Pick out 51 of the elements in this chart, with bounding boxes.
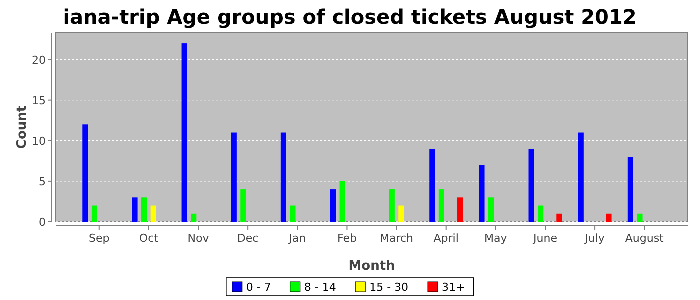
x-tick-label: Oct <box>139 232 160 245</box>
x-tick-label: Dec <box>237 232 259 245</box>
y-axis-title: Count <box>15 106 30 150</box>
bar <box>528 148 534 222</box>
bar <box>280 132 286 222</box>
bar <box>606 214 612 222</box>
y-tick-label: 15 <box>32 94 46 108</box>
legend-label: 8 - 14 <box>304 281 336 294</box>
bar <box>132 198 138 222</box>
x-tick-label: July <box>584 232 606 245</box>
bar <box>430 148 436 222</box>
bar <box>191 214 197 222</box>
legend-label: 0 - 7 <box>246 281 272 294</box>
x-tick-label: August <box>625 232 665 245</box>
x-tick-label: June <box>532 232 558 245</box>
y-tick-label: 10 <box>32 134 46 148</box>
bar <box>398 206 404 222</box>
x-tick-label: March <box>380 232 414 245</box>
bar <box>628 157 634 222</box>
x-tick-label: Nov <box>188 232 210 245</box>
bar <box>458 198 464 222</box>
bar <box>538 206 544 222</box>
x-tick-label: May <box>484 232 508 245</box>
legend-label: 15 - 30 <box>370 281 409 294</box>
bar <box>92 206 98 222</box>
bar <box>578 132 584 222</box>
bar <box>142 198 148 222</box>
bar <box>150 206 156 222</box>
x-tick-label: Sep <box>89 232 110 245</box>
chart-title: iana-trip Age groups of closed tickets August 2012 <box>63 5 637 29</box>
x-tick-label: Feb <box>337 232 357 245</box>
bar <box>488 198 494 222</box>
x-tick-label: April <box>434 232 459 245</box>
bar <box>556 214 562 222</box>
legend-label: 31+ <box>442 281 466 294</box>
bar <box>340 181 346 222</box>
bar <box>182 44 188 222</box>
y-tick-label: 0 <box>39 216 46 229</box>
bar <box>438 190 444 222</box>
bar <box>479 165 485 222</box>
x-axis-title: Month <box>348 259 396 274</box>
bar <box>231 132 237 222</box>
x-tick-label: Jan <box>288 232 306 245</box>
bar <box>389 190 395 222</box>
bar <box>290 206 296 222</box>
bar <box>82 124 88 222</box>
bar <box>637 214 643 222</box>
y-tick-label: 20 <box>32 54 46 67</box>
bar <box>240 190 246 222</box>
bar <box>330 190 336 222</box>
y-tick-label: 5 <box>39 175 46 188</box>
